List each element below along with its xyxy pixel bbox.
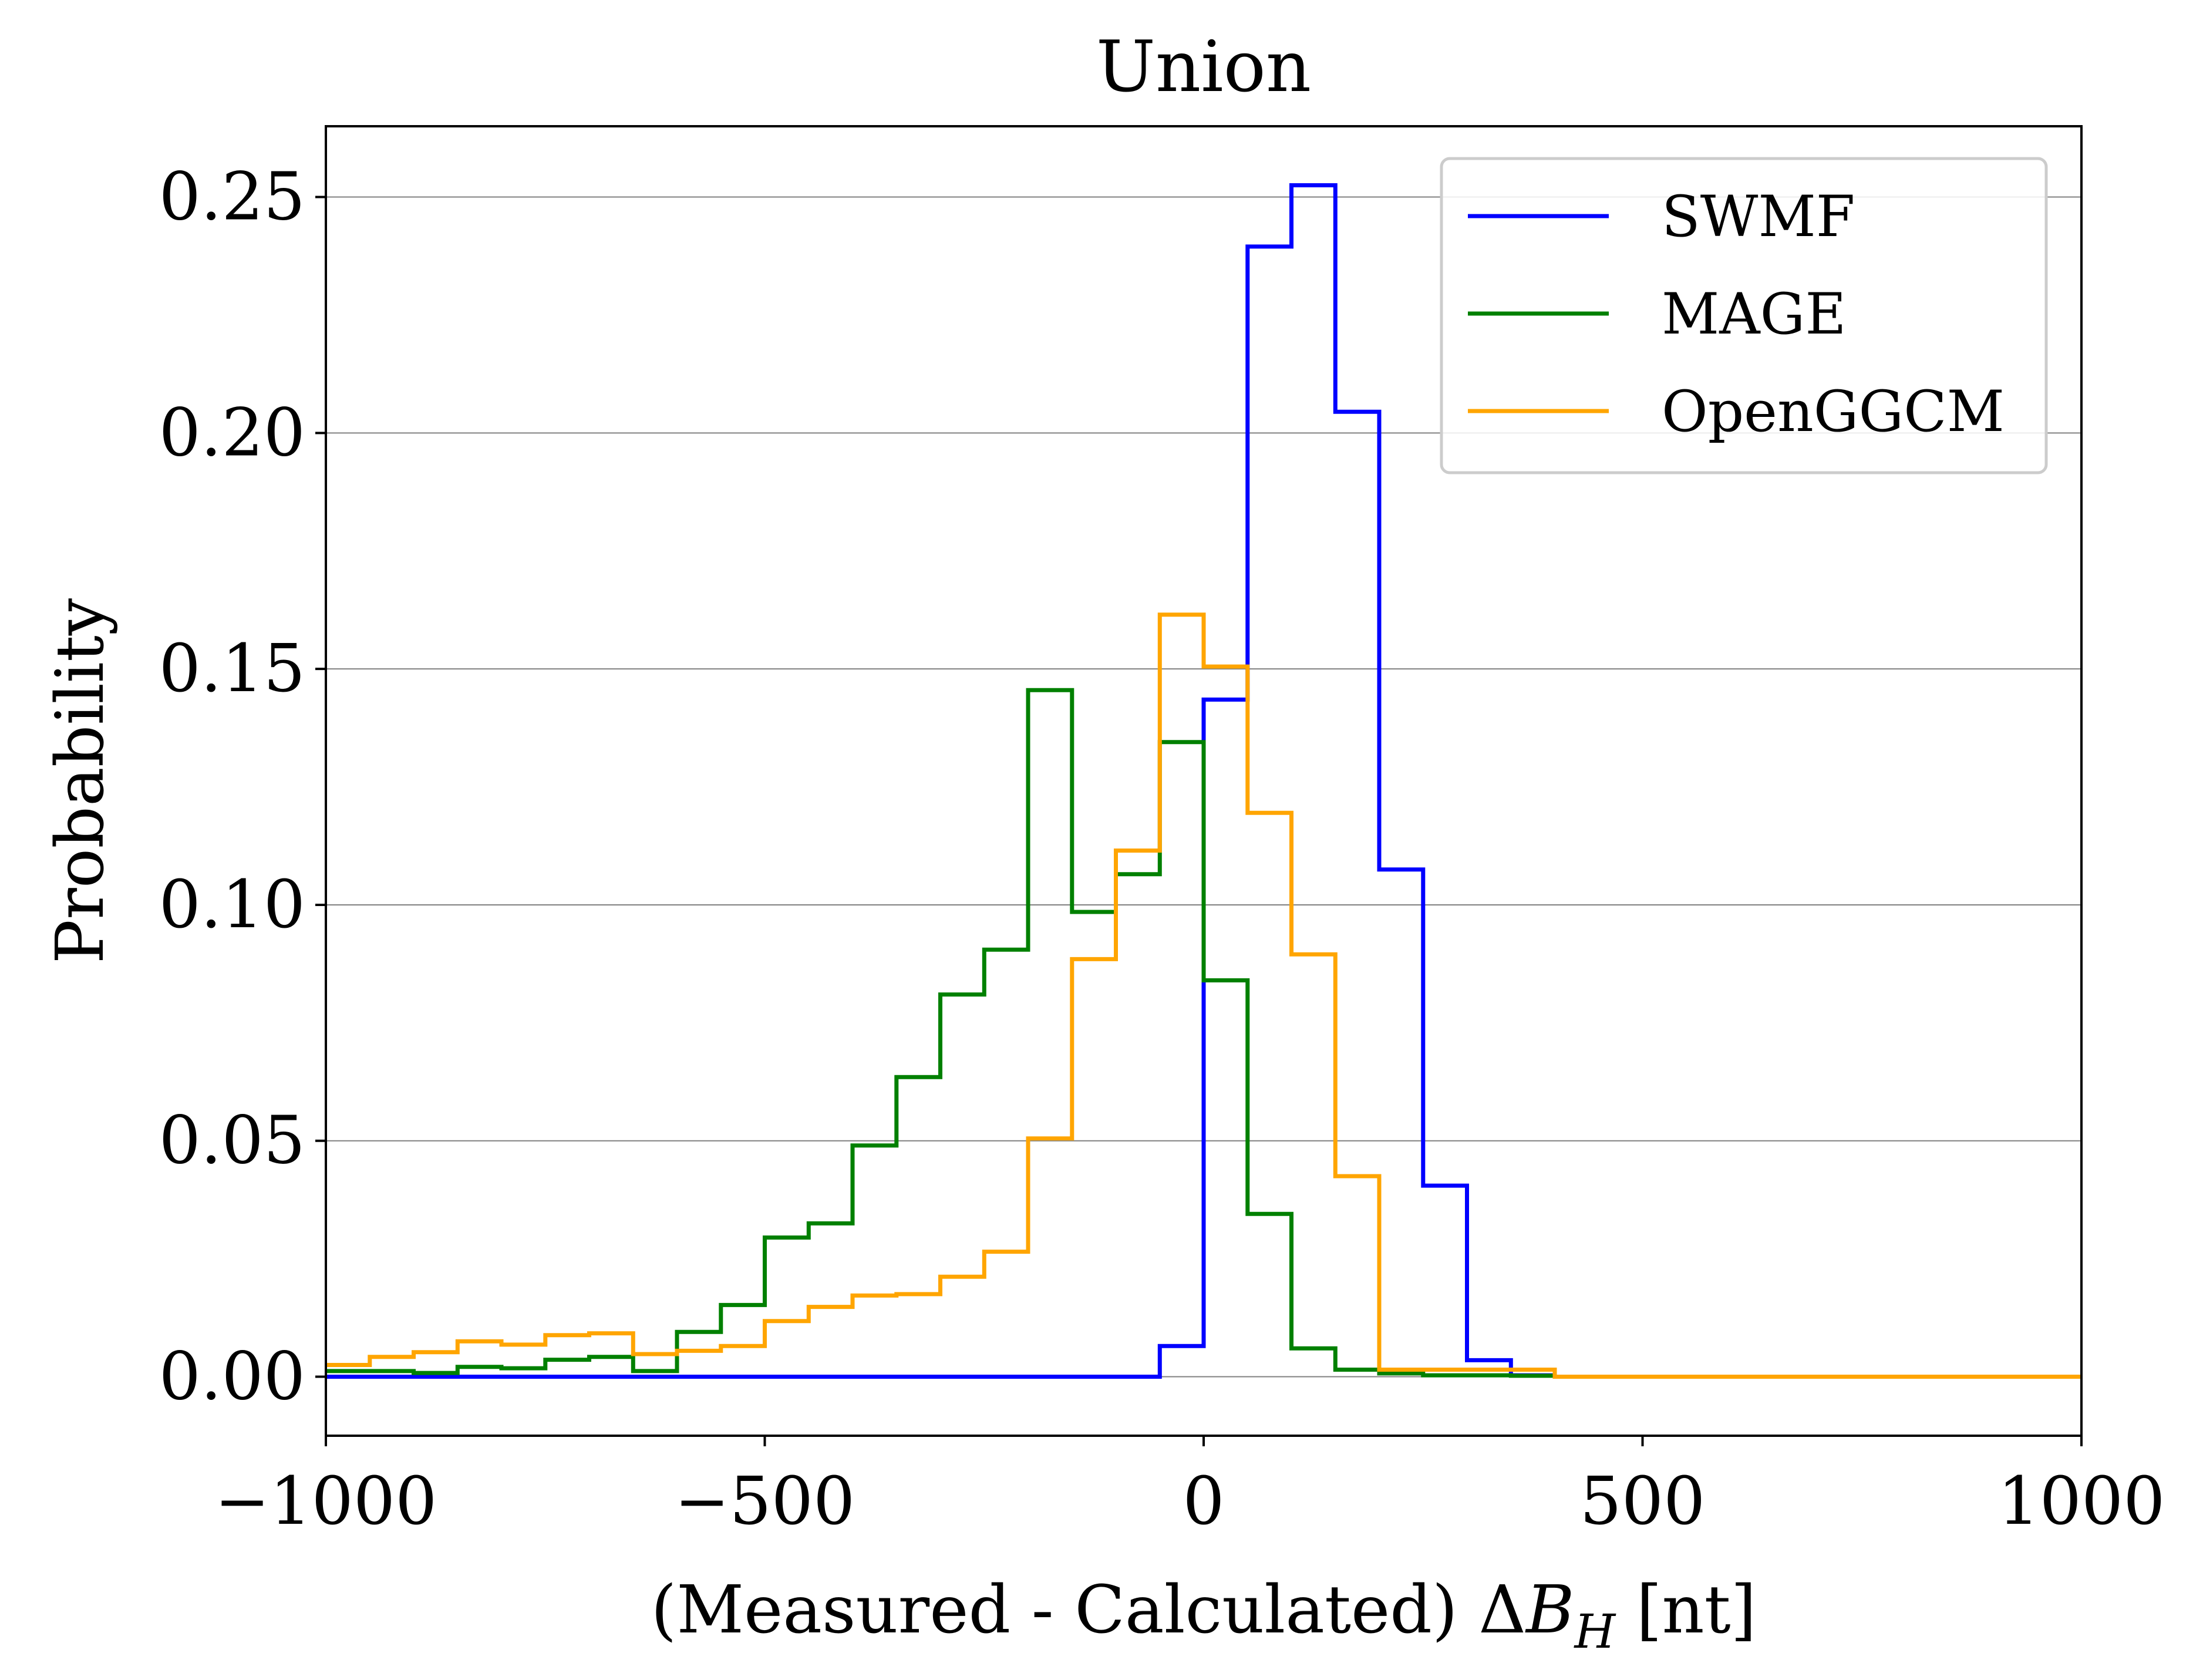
legend: SWMF MAGE OpenGGCM	[1440, 157, 2048, 474]
legend-label-openggcm: OpenGGCM	[1662, 379, 2005, 445]
series-line-mage	[326, 688, 1557, 1378]
chart-title: Union	[1096, 26, 1311, 108]
y-tick-label-0: 0.00	[159, 1339, 305, 1415]
x-axis-label-suffix: [nt]	[1615, 1572, 1756, 1648]
legend-label-swmf: SWMF	[1662, 184, 1855, 250]
axis-ticks: −1000 −500 0 500 1000 0.00 0.05 0.10 0.15 0.20 0.2…	[159, 159, 2165, 1540]
series-line-openggcm	[326, 612, 2081, 1379]
x-axis-label-symbol: B	[1525, 1572, 1574, 1648]
x-tick-label-4: 1000	[1997, 1463, 2165, 1540]
x-axis-label-subscript: H	[1573, 1604, 1616, 1659]
y-tick-label-3: 0.15	[159, 631, 305, 707]
x-tick-label-1: −500	[675, 1463, 855, 1540]
legend-frame	[1440, 157, 2048, 474]
y-tick-label-2: 0.10	[159, 867, 305, 943]
x-tick-label-2: 0	[1183, 1463, 1224, 1540]
y-axis-label: Probability	[42, 598, 119, 964]
legend-label-mage: MAGE	[1662, 281, 1846, 347]
x-axis-label-prefix: (Measured - Calculated) Δ	[651, 1572, 1527, 1648]
x-axis-label: (Measured - Calculated) ΔBH [nt]	[651, 1572, 1757, 1659]
y-tick-label-1: 0.05	[159, 1103, 305, 1179]
y-tick-label-4: 0.20	[159, 395, 305, 471]
x-tick-label-3: 500	[1580, 1463, 1706, 1540]
x-tick-label-0: −1000	[215, 1463, 437, 1540]
y-tick-label-5: 0.25	[159, 159, 305, 235]
series-group	[326, 183, 2081, 1379]
